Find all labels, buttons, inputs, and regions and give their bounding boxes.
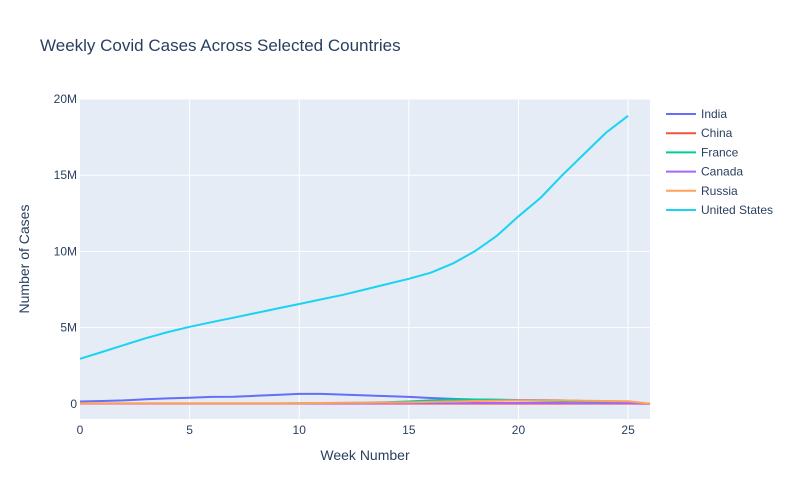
plot-area <box>80 99 650 419</box>
legend-label: Russia <box>701 184 738 198</box>
x-tick-label: 15 <box>402 423 416 437</box>
series-line-russia <box>80 399 651 405</box>
y-axis-label: Number of Cases <box>16 205 32 314</box>
legend-label: United States <box>701 203 773 217</box>
series-lines <box>79 115 651 405</box>
y-axis-ticks: 0 5M 10M 15M 20M <box>54 92 78 411</box>
legend-item-russia[interactable]: Russia <box>666 184 738 198</box>
x-tick-label: 5 <box>186 423 193 437</box>
x-axis-label: Week Number <box>320 447 410 463</box>
y-tick-label: 0 <box>70 397 77 411</box>
y-tick-label: 20M <box>54 92 77 106</box>
legend-label: China <box>701 126 733 140</box>
legend-item-china[interactable]: China <box>666 126 733 140</box>
x-axis-ticks: 0 5 10 15 20 25 <box>77 423 635 437</box>
legend-item-india[interactable]: India <box>666 107 727 121</box>
x-tick-label: 10 <box>293 423 307 437</box>
legend-label: France <box>701 145 739 159</box>
x-tick-label: 25 <box>621 423 635 437</box>
x-tick-label: 0 <box>77 423 84 437</box>
legend-item-france[interactable]: France <box>666 145 739 159</box>
chart-title: Weekly Covid Cases Across Selected Count… <box>40 36 401 55</box>
y-tick-label: 15M <box>54 168 77 182</box>
legend-item-united-states[interactable]: United States <box>666 203 773 217</box>
x-tick-label: 20 <box>512 423 526 437</box>
series-line-united-states <box>79 115 629 360</box>
legend[interactable]: India China France Canada Russia United State… <box>666 107 773 217</box>
y-tick-label: 5M <box>60 321 77 335</box>
legend-label: India <box>701 107 727 121</box>
y-tick-label: 10M <box>54 244 77 258</box>
legend-item-canada[interactable]: Canada <box>666 165 743 179</box>
legend-label: Canada <box>701 165 743 179</box>
